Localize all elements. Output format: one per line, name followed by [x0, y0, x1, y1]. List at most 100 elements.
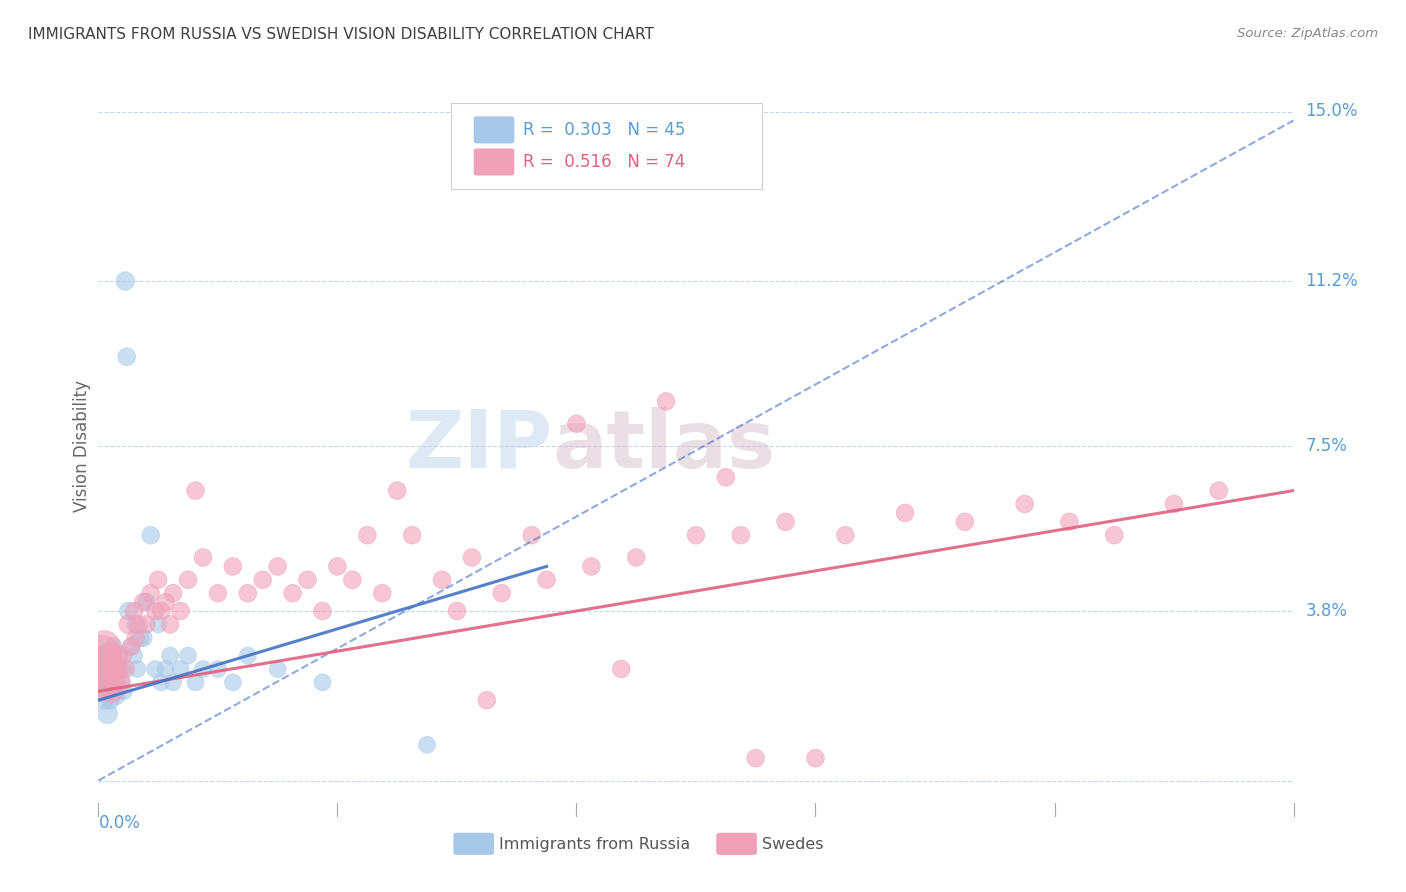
- Point: [94, 675, 117, 690]
- Point: [105, 689, 128, 703]
- Point: [101, 684, 124, 698]
- Point: [117, 617, 139, 632]
- Point: [159, 648, 181, 663]
- Point: [371, 586, 394, 600]
- Point: [385, 483, 409, 498]
- Point: [112, 684, 135, 698]
- Point: [105, 648, 128, 663]
- Point: [159, 617, 181, 632]
- Point: [953, 515, 976, 529]
- Point: [430, 573, 453, 587]
- Point: [135, 595, 157, 609]
- Point: [139, 586, 162, 600]
- Point: [745, 751, 768, 765]
- Point: [565, 417, 588, 431]
- Text: atlas: atlas: [553, 407, 776, 485]
- Point: [775, 515, 797, 529]
- Point: [114, 662, 136, 676]
- Point: [236, 586, 259, 600]
- Point: [1104, 528, 1126, 542]
- Point: [730, 528, 752, 542]
- Point: [236, 648, 259, 663]
- Point: [132, 595, 155, 609]
- Point: [98, 662, 122, 676]
- Point: [127, 662, 149, 676]
- Point: [143, 662, 166, 676]
- Point: [461, 550, 484, 565]
- Point: [143, 604, 166, 618]
- Point: [401, 528, 423, 542]
- Point: [89, 662, 111, 676]
- Point: [1014, 497, 1036, 511]
- FancyBboxPatch shape: [474, 116, 515, 144]
- Point: [150, 604, 173, 618]
- Point: [148, 573, 170, 587]
- Point: [1163, 497, 1185, 511]
- Point: [93, 693, 115, 707]
- Point: [135, 617, 157, 632]
- FancyBboxPatch shape: [453, 833, 494, 855]
- Point: [107, 662, 129, 676]
- Point: [311, 675, 333, 690]
- Point: [222, 559, 245, 574]
- Point: [104, 675, 127, 690]
- Point: [714, 470, 737, 484]
- Point: [207, 586, 229, 600]
- Point: [804, 751, 827, 765]
- Text: ZIP: ZIP: [405, 407, 553, 485]
- Point: [96, 706, 118, 721]
- Point: [297, 573, 319, 587]
- Point: [114, 274, 136, 288]
- FancyBboxPatch shape: [716, 833, 756, 855]
- Text: Source: ZipAtlas.com: Source: ZipAtlas.com: [1237, 27, 1378, 40]
- Point: [169, 604, 191, 618]
- Point: [98, 693, 122, 707]
- Point: [132, 631, 155, 645]
- Point: [120, 640, 142, 654]
- Text: Immigrants from Russia: Immigrants from Russia: [499, 837, 690, 852]
- Point: [155, 595, 177, 609]
- Point: [96, 675, 118, 690]
- Point: [93, 640, 115, 654]
- Point: [124, 648, 146, 663]
- Point: [94, 648, 117, 663]
- Point: [110, 675, 132, 690]
- Text: R =  0.516   N = 74: R = 0.516 N = 74: [523, 153, 685, 171]
- Point: [111, 662, 134, 676]
- Point: [536, 573, 558, 587]
- Point: [90, 648, 112, 663]
- Point: [207, 662, 229, 676]
- Point: [139, 528, 162, 542]
- Point: [222, 675, 245, 690]
- Text: IMMIGRANTS FROM RUSSIA VS SWEDISH VISION DISABILITY CORRELATION CHART: IMMIGRANTS FROM RUSSIA VS SWEDISH VISION…: [28, 27, 654, 42]
- Point: [124, 604, 146, 618]
- Point: [491, 586, 513, 600]
- Point: [91, 662, 114, 676]
- Text: 0.0%: 0.0%: [98, 814, 141, 831]
- Point: [267, 662, 290, 676]
- Point: [685, 528, 707, 542]
- FancyBboxPatch shape: [474, 148, 515, 176]
- Point: [655, 394, 678, 409]
- Point: [834, 528, 856, 542]
- Point: [1059, 515, 1081, 529]
- Point: [90, 684, 112, 698]
- Text: 7.5%: 7.5%: [1305, 437, 1347, 455]
- Point: [191, 550, 214, 565]
- Point: [252, 573, 274, 587]
- Point: [111, 648, 134, 663]
- Point: [177, 573, 200, 587]
- Point: [184, 675, 207, 690]
- Point: [446, 604, 468, 618]
- Point: [520, 528, 543, 542]
- Point: [94, 662, 117, 676]
- FancyBboxPatch shape: [451, 103, 762, 189]
- Text: Swedes: Swedes: [762, 837, 823, 852]
- Y-axis label: Vision Disability: Vision Disability: [73, 380, 91, 512]
- Point: [311, 604, 333, 618]
- Point: [191, 662, 214, 676]
- Point: [101, 675, 124, 690]
- Point: [610, 662, 633, 676]
- Point: [416, 738, 439, 752]
- Point: [624, 550, 647, 565]
